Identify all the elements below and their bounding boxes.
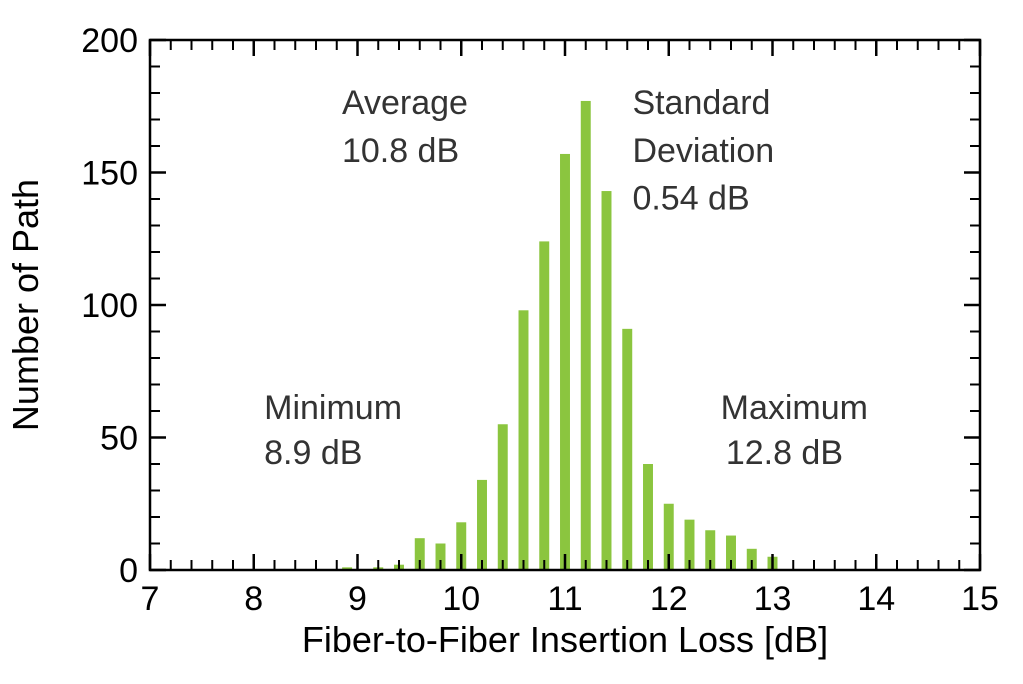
- annotation-avg-label: Average: [342, 84, 468, 122]
- y-tick-label: 100: [81, 287, 138, 325]
- histogram-bar: [560, 154, 570, 570]
- chart-svg: 789101112131415050100150200Fiber-to-Fibe…: [0, 0, 1023, 684]
- x-tick-label: 12: [650, 580, 688, 618]
- histogram-bar: [602, 191, 612, 570]
- annotation-std-label1: Standard: [632, 84, 770, 122]
- annotation-max-label: Maximum: [721, 389, 868, 427]
- x-axis-label: Fiber-to-Fiber Insertion Loss [dB]: [302, 619, 828, 660]
- histogram-bar: [477, 480, 487, 570]
- x-tick-label: 7: [141, 580, 160, 618]
- annotation-max-value: 12.8 dB: [726, 434, 843, 472]
- x-tick-label: 8: [244, 580, 263, 618]
- histogram-chart: 789101112131415050100150200Fiber-to-Fibe…: [0, 0, 1023, 684]
- y-axis-label: Number of Path: [5, 179, 46, 431]
- x-tick-label: 9: [348, 580, 367, 618]
- y-tick-label: 50: [100, 419, 138, 457]
- histogram-bar: [498, 424, 508, 570]
- x-tick-label: 13: [754, 580, 792, 618]
- y-tick-label: 150: [81, 154, 138, 192]
- y-tick-label: 0: [119, 552, 138, 590]
- histogram-bar: [581, 101, 591, 570]
- annotation-std-value: 0.54 dB: [632, 180, 749, 218]
- annotation-avg-value: 10.8 dB: [342, 132, 459, 170]
- x-tick-label: 10: [442, 580, 480, 618]
- x-tick-label: 15: [961, 580, 999, 618]
- histogram-bar: [622, 329, 632, 570]
- annotation-min-value: 8.9 dB: [264, 434, 362, 472]
- histogram-bar: [539, 241, 549, 570]
- annotation-std-label2: Deviation: [632, 132, 774, 170]
- y-tick-label: 200: [81, 22, 138, 60]
- histogram-bar: [519, 310, 529, 570]
- x-tick-label: 14: [857, 580, 895, 618]
- annotation-min-label: Minimum: [264, 389, 402, 427]
- histogram-bar: [643, 464, 653, 570]
- x-tick-label: 11: [547, 580, 582, 618]
